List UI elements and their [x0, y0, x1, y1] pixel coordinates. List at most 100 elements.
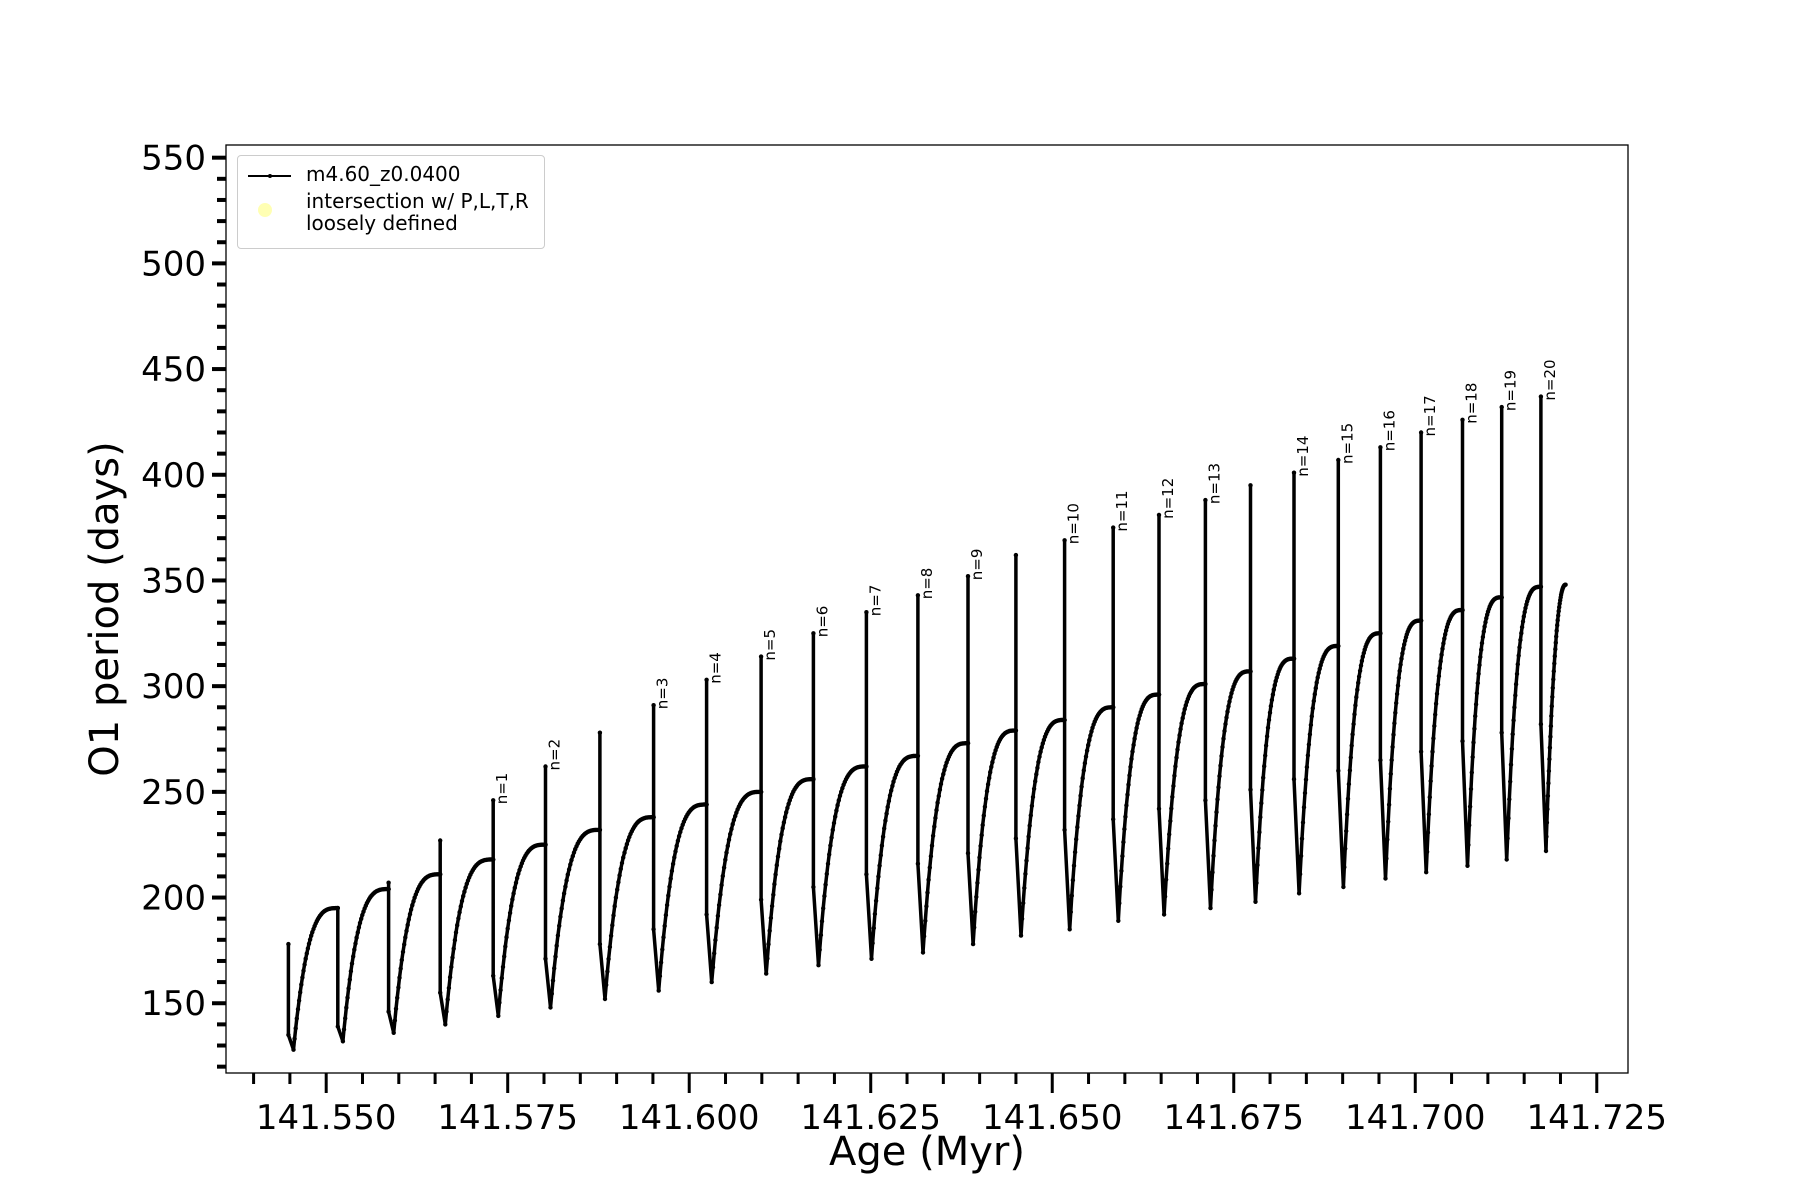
- y-axis-label: O1 period (days): [82, 441, 128, 776]
- data-point: [1013, 836, 1019, 841]
- data-point: [983, 796, 989, 801]
- data-point: [1310, 706, 1316, 711]
- data-point: [357, 920, 363, 926]
- data-point: [1433, 712, 1438, 717]
- data-point: [1074, 837, 1079, 842]
- data-point: [714, 925, 719, 930]
- data-point: [1316, 670, 1321, 676]
- legend-label-series: m4.60_z0.0400: [306, 162, 461, 186]
- data-point: [811, 884, 816, 890]
- data-point: [348, 969, 354, 974]
- data-point: [403, 935, 408, 940]
- data-point: [496, 1013, 501, 1019]
- y-tick-label: 200: [141, 879, 206, 919]
- data-point: [1121, 839, 1126, 845]
- data-point: [927, 865, 932, 870]
- data-point: [811, 777, 816, 782]
- data-point: [548, 1005, 553, 1010]
- data-point: [1122, 826, 1127, 832]
- data-point: [1424, 870, 1429, 875]
- data-point: [1262, 764, 1267, 769]
- data-point: [1563, 582, 1568, 587]
- data-point: [984, 789, 990, 794]
- data-point: [837, 793, 843, 798]
- data-point: [1024, 858, 1029, 863]
- data-point: [1519, 624, 1525, 630]
- data-point: [1228, 694, 1233, 700]
- data-point: [965, 851, 971, 856]
- data-point: [307, 937, 313, 942]
- data-point: [660, 947, 665, 952]
- data-point: [1031, 786, 1037, 791]
- data-point: [720, 873, 725, 879]
- data-point: [464, 881, 469, 886]
- y-tick-label: 550: [141, 139, 206, 179]
- data-point: [510, 897, 515, 902]
- data-point: [1396, 675, 1402, 681]
- data-point: [1504, 857, 1509, 862]
- data-point: [1555, 623, 1560, 628]
- data-point: [1180, 715, 1185, 721]
- data-point: [1544, 834, 1549, 839]
- data-point: [1119, 868, 1124, 874]
- data-point: [1433, 701, 1439, 706]
- data-point: [386, 880, 391, 885]
- data-point: [618, 866, 623, 872]
- data-point: [719, 882, 724, 888]
- data-point: [293, 1026, 298, 1031]
- y-tick-label: 500: [141, 244, 206, 284]
- pulse-annotation: n=3: [654, 678, 672, 710]
- data-point: [1258, 815, 1263, 820]
- data-point: [353, 941, 358, 946]
- data-point: [1388, 771, 1394, 777]
- data-point: [1126, 782, 1131, 787]
- data-point: [565, 872, 570, 877]
- data-point: [1306, 742, 1312, 747]
- data-point: [1168, 818, 1173, 824]
- data-point: [341, 1027, 347, 1032]
- data-point: [878, 853, 883, 858]
- data-point: [1549, 704, 1555, 709]
- data-point: [1518, 637, 1523, 643]
- data-point: [1468, 786, 1474, 792]
- data-point: [704, 802, 709, 807]
- data-point: [1303, 777, 1309, 782]
- data-point: [781, 820, 787, 825]
- data-point: [1156, 806, 1162, 811]
- data-point: [1467, 823, 1472, 828]
- data-point: [543, 956, 548, 961]
- data-point: [938, 781, 944, 787]
- data-point: [1538, 394, 1544, 399]
- data-point: [943, 763, 948, 769]
- data-point: [921, 934, 927, 939]
- pulse-annotation: n=9: [968, 549, 986, 581]
- data-point: [1478, 654, 1483, 660]
- data-point: [942, 767, 947, 773]
- data-point: [651, 815, 656, 820]
- pulse-annotation: n=16: [1380, 410, 1398, 451]
- data-point: [438, 990, 443, 995]
- data-point: [980, 822, 985, 828]
- data-point: [1062, 538, 1067, 543]
- data-point: [713, 937, 718, 943]
- data-point: [892, 775, 897, 781]
- data-point: [1545, 793, 1551, 799]
- data-point: [656, 988, 661, 993]
- data-point: [1175, 747, 1180, 752]
- data-point: [456, 916, 461, 921]
- data-point: [915, 861, 921, 866]
- data-point: [458, 904, 463, 909]
- data-point: [668, 876, 673, 881]
- data-point: [1384, 856, 1389, 861]
- data-point: [663, 912, 669, 918]
- data-point: [1224, 715, 1229, 720]
- data-point: [977, 855, 982, 860]
- data-point: [1267, 710, 1273, 715]
- data-point: [306, 941, 312, 946]
- data-point: [816, 963, 821, 968]
- data-point: [1163, 877, 1169, 882]
- data-point: [1182, 706, 1187, 712]
- data-point: [549, 991, 554, 996]
- data-point: [1470, 754, 1475, 760]
